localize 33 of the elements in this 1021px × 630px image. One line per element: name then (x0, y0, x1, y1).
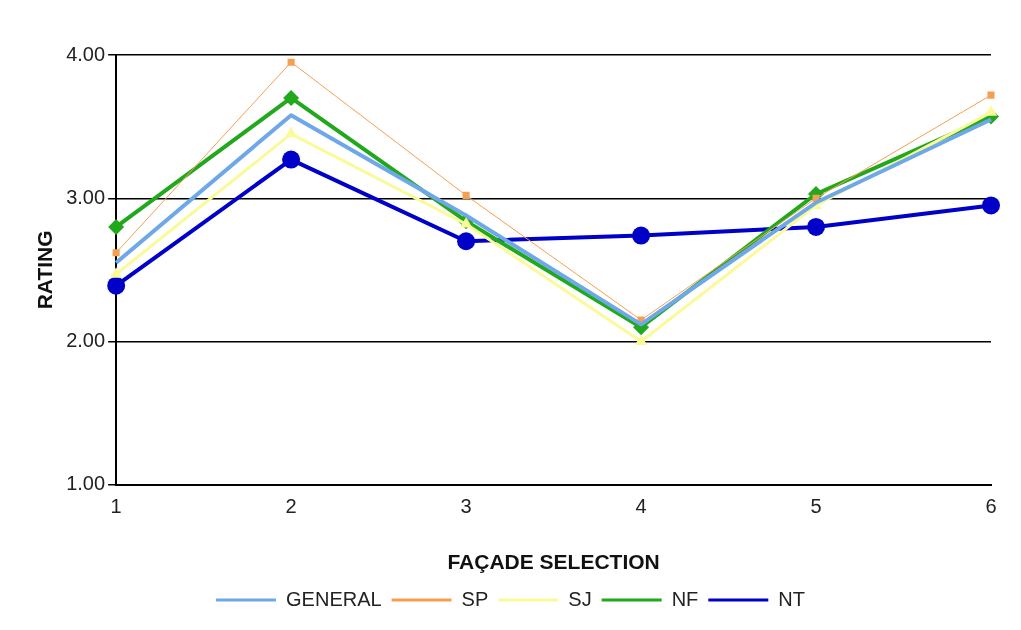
point (283, 89, 300, 106)
point (112, 249, 120, 257)
point (984, 105, 998, 116)
point (282, 150, 301, 169)
point (462, 191, 470, 199)
legend-label: NF (671, 587, 699, 610)
x-tick-label: 3 (460, 495, 472, 518)
y-tick-label: 2.00 (66, 329, 106, 352)
point (807, 217, 826, 236)
point (982, 196, 1000, 215)
legend-label: SP (461, 587, 489, 610)
point (110, 267, 123, 278)
legend-label: NT (778, 587, 805, 610)
y-axis-title: RATING (33, 230, 57, 310)
x-tick-label: 4 (635, 495, 647, 518)
x-tick-label: 6 (985, 495, 997, 518)
point (632, 226, 651, 245)
x-tick-label: 2 (285, 495, 297, 518)
legend-label: GENERAL (286, 587, 382, 610)
y-tick-label: 1.00 (66, 472, 106, 495)
point (457, 232, 476, 251)
legend-label: SJ (568, 587, 592, 610)
point (460, 217, 473, 228)
x-tick-label: 5 (810, 495, 822, 518)
x-axis-title: FAÇADE SELECTION (447, 550, 660, 574)
point (287, 58, 295, 66)
x-tick-label: 1 (110, 495, 122, 518)
y-tick-label: 3.00 (66, 185, 106, 208)
point (634, 334, 648, 346)
point (107, 276, 126, 295)
point (987, 91, 995, 99)
point (108, 218, 125, 235)
y-tick-label: 4.00 (66, 42, 106, 65)
